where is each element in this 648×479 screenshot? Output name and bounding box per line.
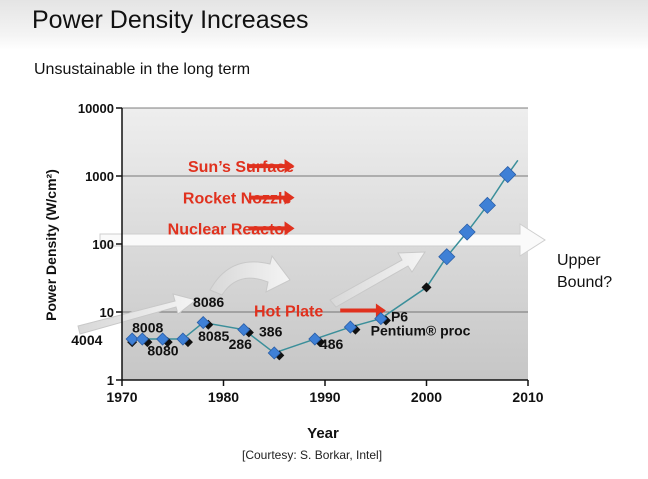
axes-layer: 1 10 100 1000 10000 1970 1980 1990 2000 2010 xyxy=(78,101,544,405)
gray-arrow-right xyxy=(329,251,426,308)
reference-arrow xyxy=(248,159,295,174)
data-point-black xyxy=(421,282,432,293)
series-layer xyxy=(125,159,519,361)
point-label: Pentium® proc xyxy=(371,323,471,339)
reference-arrow xyxy=(248,221,295,236)
point-label: 286 xyxy=(229,336,253,352)
slide-subtitle: Unsustainable in the long term xyxy=(34,61,251,78)
data-point xyxy=(156,332,170,346)
data-point xyxy=(308,332,322,346)
y-tick-label: 1000 xyxy=(85,169,114,184)
annotation-upper: Upper xyxy=(557,252,601,269)
reference-label: Hot Plate xyxy=(254,304,323,321)
data-point xyxy=(458,223,476,241)
reference-label: Nuclear Reactor xyxy=(168,221,291,238)
x-tick-label: 2000 xyxy=(411,389,442,405)
y-tick-label: 1 xyxy=(107,373,114,388)
reference-arrow xyxy=(248,190,295,205)
reference-label: Sun’s Surface xyxy=(188,159,294,176)
courtesy-note: [Courtesy: S. Borkar, Intel] xyxy=(242,448,383,462)
reference-label: Rocket Nozzle xyxy=(183,191,292,208)
point-label: 4004 xyxy=(71,332,102,348)
point-label: 8080 xyxy=(147,343,178,359)
x-tick-label: 2010 xyxy=(512,389,543,405)
x-axis-label: Year xyxy=(307,425,339,442)
reference-arrow xyxy=(340,303,386,318)
x-tick-label: 1980 xyxy=(208,389,239,405)
point-label: 386 xyxy=(259,323,283,339)
annotation-bound: Bound? xyxy=(557,274,612,291)
upper-bound-band xyxy=(99,223,546,257)
x-tick-label: 1970 xyxy=(106,389,137,405)
title-band xyxy=(0,0,648,50)
data-point xyxy=(267,346,281,360)
data-point xyxy=(135,332,149,346)
data-point xyxy=(438,248,456,266)
data-point xyxy=(499,165,517,184)
data-point xyxy=(176,332,190,346)
x-tick-label: 1990 xyxy=(309,389,340,405)
y-axis-label: Power Density (W/cm²) xyxy=(43,169,59,321)
data-point xyxy=(125,332,139,346)
gray-curved-arrow xyxy=(209,254,291,296)
data-point xyxy=(343,320,357,334)
reference-layer: Sun’s Surface Rocket Nozzle Nuclear Reacto… xyxy=(168,159,386,321)
label-layer: 4004 8008 8080 8086 8085 286 386 486 P6Pentium® … xyxy=(71,294,470,359)
gray-arrow-left xyxy=(77,293,198,335)
data-point xyxy=(478,196,496,214)
slide-title: Power Density Increases xyxy=(32,6,309,34)
data-point xyxy=(374,312,388,326)
data-point xyxy=(237,323,251,337)
y-tick-label: 100 xyxy=(92,237,114,252)
point-label: 486 xyxy=(320,336,344,352)
point-label: P6 xyxy=(391,308,408,324)
point-label: 8086 xyxy=(193,294,224,310)
y-tick-label: 10000 xyxy=(78,101,114,116)
point-label: 8085 xyxy=(198,328,229,344)
y-tick-label: 10 xyxy=(100,305,114,320)
point-label: 8008 xyxy=(132,320,163,336)
data-point xyxy=(196,315,210,330)
